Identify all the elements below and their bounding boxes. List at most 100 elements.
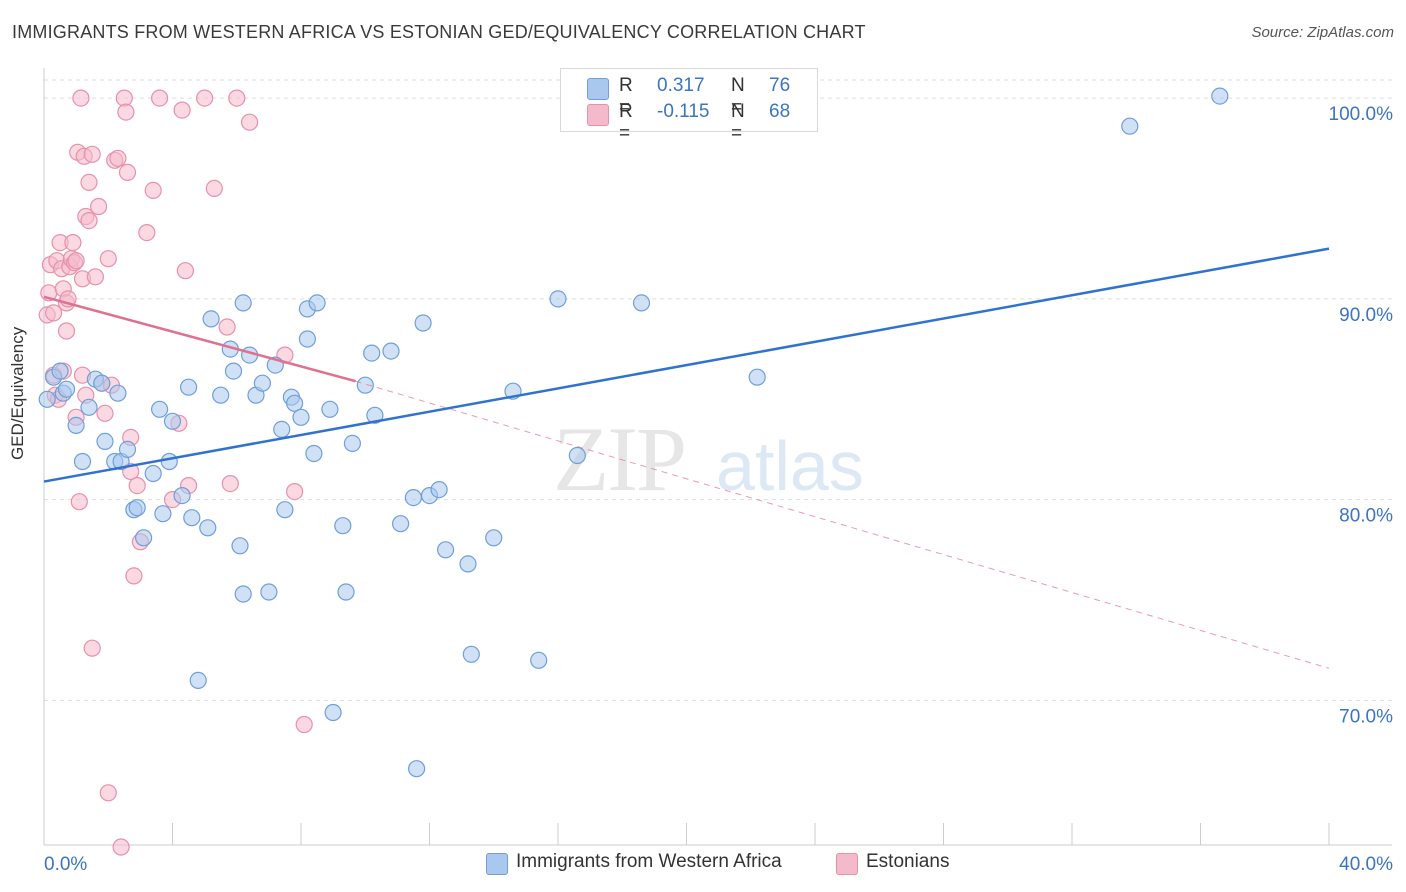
western-africa-point-10 [96, 432, 114, 450]
western-africa-point-20 [154, 505, 172, 523]
estonians-point-29 [89, 197, 108, 216]
legend-swatch-blue [587, 78, 609, 100]
western-africa-point-45 [298, 330, 316, 348]
western-africa-point-43 [286, 394, 304, 412]
western-africa-point-61 [414, 314, 432, 332]
western-africa-point-28 [202, 310, 220, 328]
trend-western-africa [43, 247, 1330, 483]
estonians-point-36 [109, 149, 127, 167]
y-tick-label-90: 90.0% [1339, 305, 1393, 326]
series-label-western-africa: Immigrants from Western Africa [516, 851, 782, 872]
western-africa-point-38 [260, 583, 278, 601]
western-africa-point-71 [568, 446, 586, 465]
estonians-point-44 [128, 477, 146, 495]
source-note: Source: ZipAtlas.com [1251, 24, 1394, 41]
estonians-point-55 [205, 179, 223, 197]
western-africa-point-70 [549, 290, 567, 308]
western-africa-point-52 [337, 583, 355, 601]
western-africa-point-74 [1121, 117, 1139, 135]
estonians-point-14 [64, 234, 82, 252]
estonians-point-24 [80, 173, 98, 191]
western-africa-point-40 [273, 420, 291, 438]
y-tick-label-100: 100.0% [1329, 104, 1394, 125]
western-africa-point-31 [224, 362, 243, 380]
western-africa-point-58 [392, 515, 410, 533]
estonians-point-51 [173, 101, 191, 119]
western-africa-point-69 [530, 651, 548, 669]
trend-estonians [43, 295, 356, 383]
estonians-point-20 [72, 89, 90, 107]
western-africa-point-9 [93, 374, 111, 392]
legend-r-label: R = [619, 75, 633, 118]
estonians-point-48 [151, 89, 169, 107]
estonians-points [38, 89, 313, 856]
western-africa-point-26 [189, 671, 207, 690]
estonians-point-33 [99, 784, 117, 802]
tick-labels: 70.0% 80.0% 90.0% 100.0% 0.0% 40.0% [44, 104, 1393, 875]
western-africa-point-55 [363, 344, 381, 362]
western-africa-point-47 [305, 444, 323, 463]
axes [43, 68, 1392, 846]
western-africa-point-29 [212, 386, 230, 404]
western-africa-point-57 [382, 342, 400, 360]
western-africa-point-33 [234, 585, 252, 603]
legend-r-value: -0.115 [657, 101, 710, 122]
western-africa-point-7 [80, 398, 98, 416]
western-africa-point-54 [356, 376, 374, 394]
western-africa-point-25 [183, 509, 201, 527]
estonians-point-27 [83, 639, 101, 657]
series-label-estonians: Estonians [866, 851, 950, 872]
estonians-point-31 [96, 404, 114, 422]
western-africa-point-41 [276, 501, 294, 519]
correlation-legend: R = 0.317 N = 76 R = -0.115 N = 68 [560, 68, 818, 144]
y-tick-label-70: 70.0% [1339, 706, 1393, 727]
estonians-point-10 [57, 322, 76, 340]
trend-lines [43, 247, 1330, 669]
estonians-point-28 [86, 268, 105, 286]
estonians-point-43 [125, 567, 143, 585]
estonians-point-39 [117, 103, 135, 121]
western-africa-point-0 [38, 390, 56, 408]
estonians-point-57 [221, 475, 239, 493]
western-africa-point-14 [118, 440, 137, 458]
watermark: ZIP atlas [553, 408, 864, 510]
western-africa-point-21 [160, 452, 178, 471]
estonians-point-37 [112, 838, 130, 856]
x-tick-label-min: 0.0% [44, 854, 87, 875]
estonians-point-56 [218, 318, 236, 336]
western-africa-point-19 [151, 400, 169, 418]
series-swatch-pink [836, 853, 858, 875]
western-africa-point-53 [343, 434, 361, 452]
western-africa-point-5 [67, 416, 85, 434]
western-africa-point-49 [321, 400, 339, 418]
y-tick-label-80: 80.0% [1339, 506, 1393, 527]
estonians-point-52 [176, 262, 194, 280]
western-africa-point-51 [334, 517, 352, 535]
western-africa-point-67 [485, 529, 503, 547]
western-africa-point-72 [632, 294, 651, 312]
estonians-point-25 [80, 212, 98, 230]
western-africa-point-60 [408, 760, 426, 778]
estonians-point-3 [44, 304, 63, 322]
estonians-point-19 [70, 493, 88, 511]
legend-swatch-pink [587, 104, 609, 126]
estonians-point-58 [228, 89, 246, 107]
western-africa-point-64 [437, 541, 455, 559]
estonians-point-46 [138, 224, 156, 242]
western-africa-point-65 [459, 555, 477, 573]
y-axis-label: GED/Equivalency [8, 326, 27, 460]
western-africa-point-34 [234, 294, 252, 312]
western-africa-point-27 [199, 519, 217, 537]
estonians-point-32 [99, 250, 117, 268]
legend-r-value: 0.317 [657, 75, 705, 96]
estonians-point-61 [286, 483, 304, 501]
legend-n-value: 68 [769, 101, 791, 122]
western-africa-point-22 [163, 412, 182, 430]
western-africa-point-16 [128, 499, 146, 517]
western-africa-points [38, 87, 1229, 778]
western-africa-point-37 [253, 374, 271, 392]
western-africa-point-73 [748, 368, 766, 386]
western-africa-point-6 [73, 452, 92, 471]
western-africa-point-4 [57, 380, 76, 398]
